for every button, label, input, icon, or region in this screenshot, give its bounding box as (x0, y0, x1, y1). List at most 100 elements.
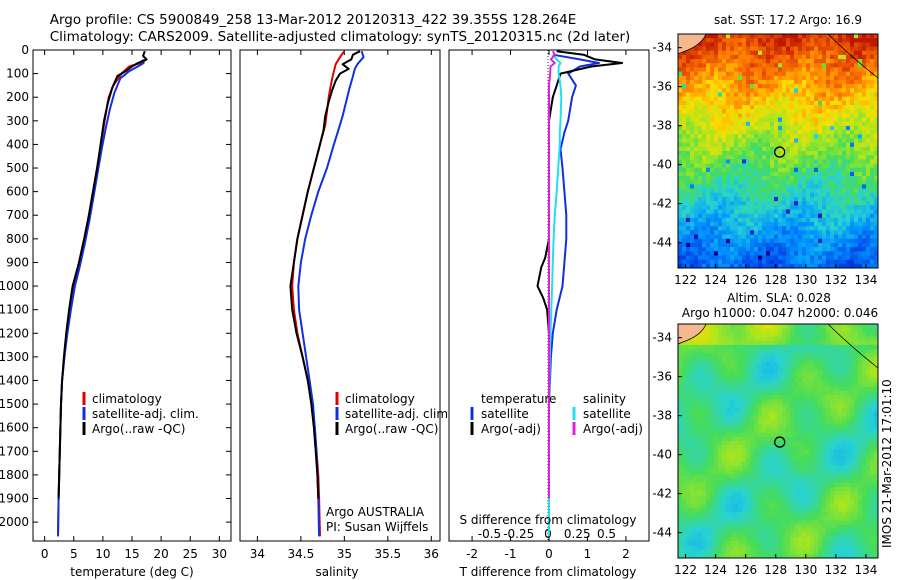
heatmap-cell (870, 251, 875, 256)
heatmap-cell (726, 88, 731, 93)
sst-latitude-ticks: -34-36-38-40-42-44 (652, 41, 682, 250)
heatmap-cell (802, 466, 807, 471)
heatmap-cell (806, 117, 811, 123)
heatmap-cell (846, 109, 851, 114)
heatmap-cell (678, 163, 683, 169)
heatmap-cell (862, 369, 867, 375)
heatmap-cell (690, 436, 695, 442)
heatmap-cell (862, 176, 867, 181)
heatmap-cell (734, 403, 739, 408)
heatmap-cell (834, 407, 839, 413)
heatmap-cell (686, 50, 691, 56)
heatmap-cell (710, 109, 715, 114)
heatmap-cell (722, 361, 727, 367)
heatmap-cell (870, 222, 875, 227)
heatmap-cell (718, 478, 723, 484)
heatmap-cell (726, 349, 731, 354)
heatmap-cell (794, 466, 799, 471)
heatmap-cell (750, 213, 755, 219)
heatmap-cell (746, 328, 751, 333)
heatmap-cell (714, 420, 719, 425)
heatmap-cell (798, 151, 803, 156)
heatmap-cell (862, 361, 867, 367)
heatmap-cell (858, 109, 863, 114)
heatmap-cell (738, 88, 743, 93)
heatmap-cell (790, 234, 795, 240)
heatmap-cell (698, 134, 703, 139)
heatmap-cell (830, 151, 835, 156)
heatmap-cell (794, 226, 799, 231)
heatmap-cell (798, 349, 803, 354)
heatmap-cell (874, 328, 879, 333)
heatmap-cell (714, 353, 719, 358)
heatmap-cell (830, 205, 835, 210)
heatmap-cell (754, 75, 759, 81)
heatmap-cell (682, 125, 687, 131)
heatmap-cell (802, 353, 807, 358)
heatmap-cell (714, 54, 719, 60)
heatmap-cell (710, 466, 715, 471)
heatmap-cell (838, 226, 843, 231)
heatmap-cell (714, 201, 719, 206)
heatmap-cell (854, 457, 859, 463)
heatmap-cell (794, 374, 799, 379)
heatmap-cell (866, 184, 871, 189)
heatmap-cell (694, 201, 699, 206)
heatmap-cell (854, 336, 859, 342)
heatmap-cell (842, 146, 847, 152)
heatmap-cell (858, 63, 863, 68)
heatmap-cell (746, 234, 751, 240)
heatmap-cell (710, 395, 715, 400)
heatmap-cell (810, 478, 815, 484)
heatmap-cell (694, 209, 699, 214)
heatmap-cell (678, 209, 683, 214)
heatmap-cell (838, 332, 843, 337)
heatmap-cell (762, 38, 767, 43)
heatmap-cell (806, 100, 811, 106)
heatmap-cell (778, 247, 783, 252)
heatmap-cell (754, 353, 759, 358)
heatmap-cell (698, 105, 703, 110)
heatmap-cell (858, 238, 863, 244)
heatmap-cell (778, 328, 783, 333)
heatmap-cell (730, 105, 735, 110)
heatmap-cell (842, 415, 847, 421)
heatmap-cell (806, 42, 811, 47)
heatmap-cell (738, 230, 743, 235)
salinity-tick-labels: 34 34.5 35 35.5 36 (250, 50, 439, 561)
heatmap-cell (762, 365, 767, 371)
heatmap-cell (834, 344, 839, 350)
heatmap-cell (742, 205, 747, 210)
heatmap-cell (766, 395, 771, 400)
heatmap-cell (814, 159, 819, 164)
heatmap-cell (802, 428, 807, 433)
heatmap-cell (874, 38, 879, 43)
heatmap-cell (834, 151, 839, 156)
heatmap-cell (742, 332, 747, 337)
heatmap-cell (730, 242, 735, 248)
heatmap-cell (810, 428, 815, 433)
heatmap-cell (718, 59, 723, 64)
heatmap-cell (842, 428, 847, 433)
heatmap-cell (722, 117, 727, 123)
heatmap-cell (798, 117, 803, 123)
heatmap-cell (842, 336, 847, 342)
heatmap-cell (842, 171, 847, 177)
heatmap-cell (830, 234, 835, 240)
heatmap-cell (838, 466, 843, 471)
heatmap-cell (818, 424, 823, 429)
heatmap-cell (738, 374, 743, 379)
heatmap-cell (782, 251, 787, 256)
heatmap-cell (722, 159, 727, 164)
heatmap-cell (686, 163, 691, 169)
heatmap-cell (806, 242, 811, 248)
heatmap-cell (842, 180, 847, 185)
heatmap-cell (802, 449, 807, 454)
heatmap-cell (686, 255, 691, 260)
heatmap-cell (862, 449, 867, 454)
heatmap-cell (758, 217, 763, 223)
heatmap-cell (702, 378, 707, 383)
heatmap-cell (686, 478, 691, 484)
heatmap-cell (858, 407, 863, 413)
heatmap-cell (798, 461, 803, 467)
